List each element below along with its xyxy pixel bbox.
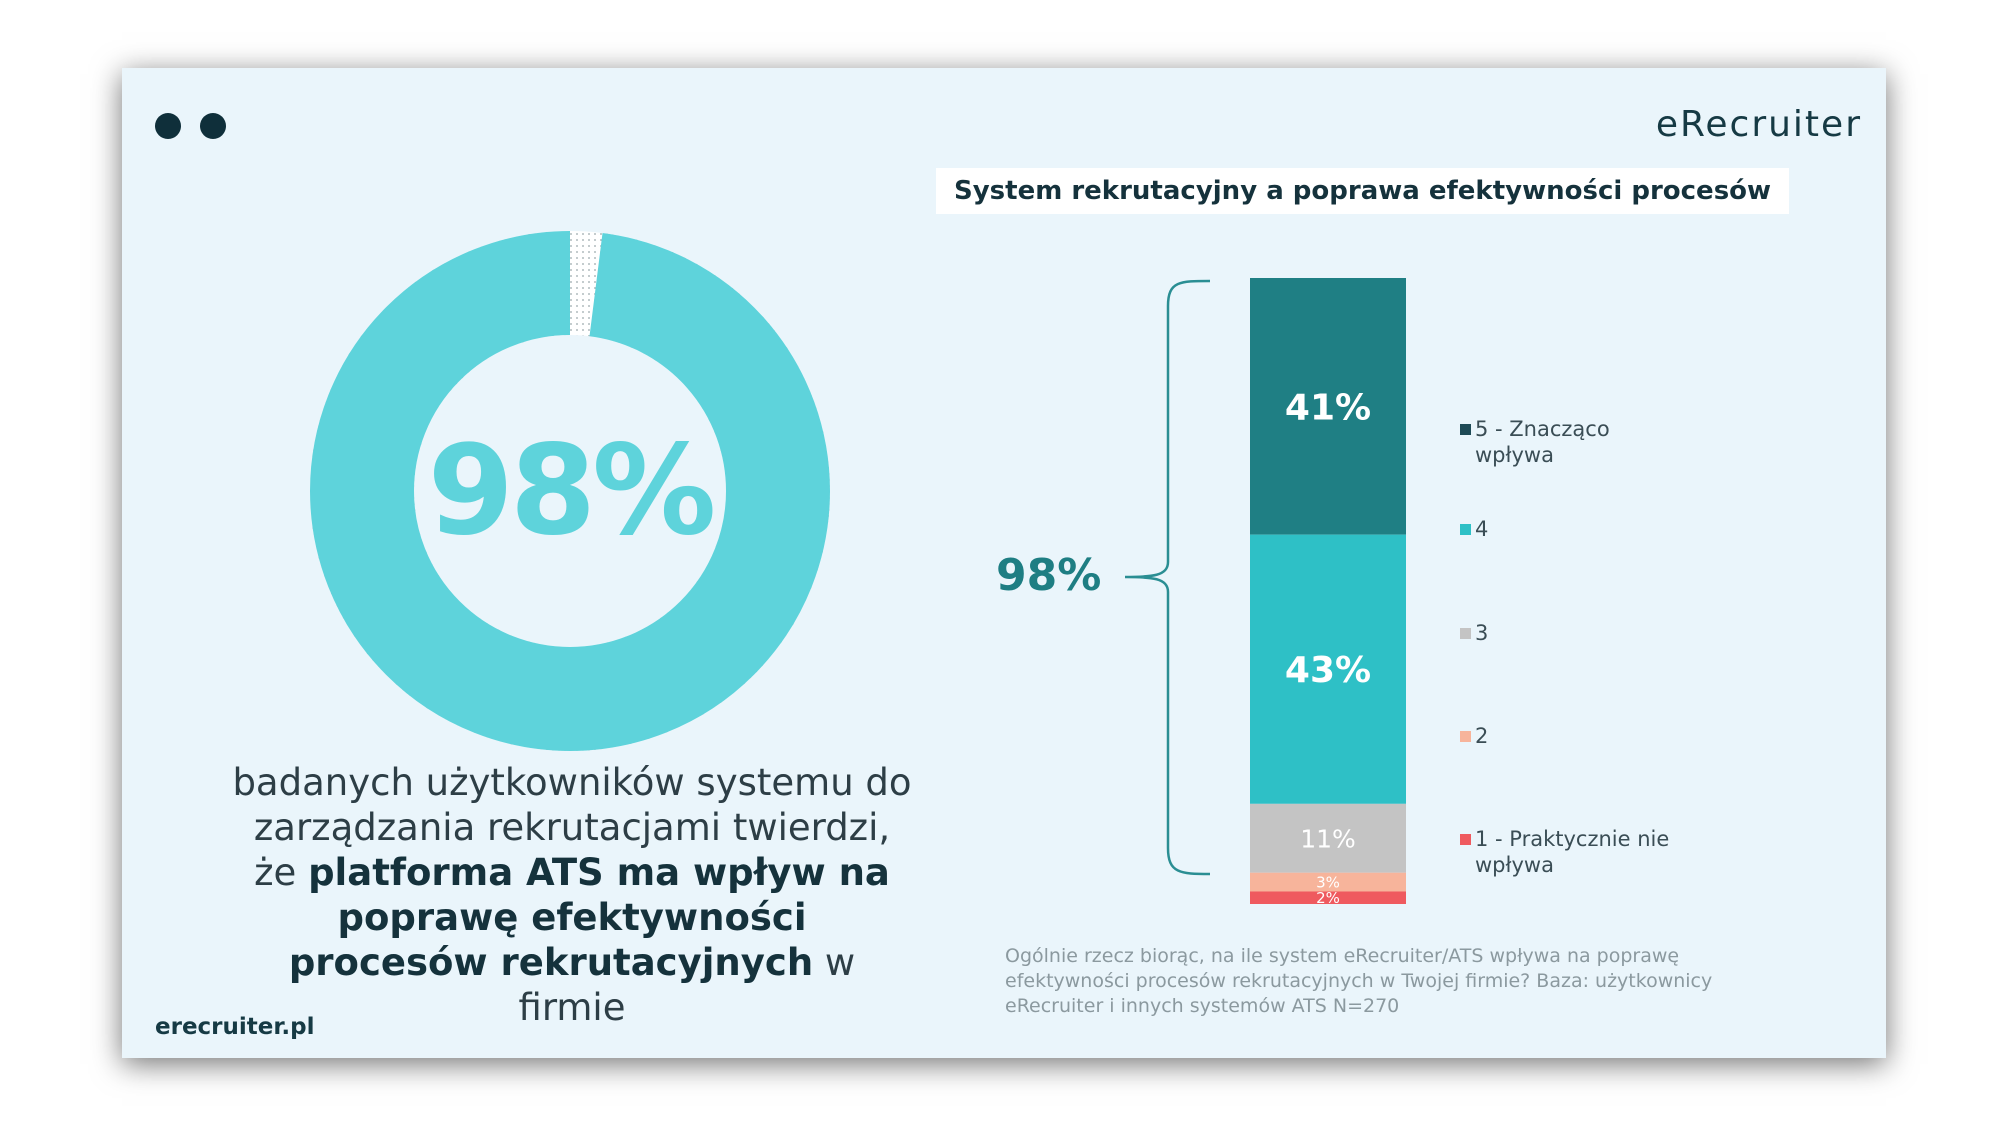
- donut-chart: 98%: [310, 231, 830, 751]
- legend-swatch-1: [1460, 834, 1471, 845]
- legend-label-2: 2: [1475, 724, 1489, 748]
- description-bold: platforma ATS ma wpływ na poprawę efekty…: [288, 851, 890, 984]
- bar-label-1: 2%: [1316, 889, 1340, 907]
- donut-value: 98%: [427, 419, 717, 563]
- bar-label-4: 43%: [1285, 650, 1371, 691]
- brace-label: 98%: [996, 550, 1102, 601]
- bar-segment-5: [1250, 278, 1406, 535]
- legend-item-1: 1 - Praktycznie nie wpływa: [1460, 826, 1695, 878]
- legend-label-4: 4: [1475, 517, 1489, 541]
- stacked-bar-chart: 41% 43% 11% 3%2%: [1124, 278, 1406, 907]
- bar-label-3: 11%: [1300, 824, 1356, 853]
- legend-label-3: 3: [1475, 621, 1489, 645]
- legend-swatch-3: [1460, 628, 1471, 639]
- footnote: Ogólnie rzecz biorąc, na ile system eRec…: [1005, 945, 1713, 1017]
- legend-swatch-2: [1460, 731, 1471, 742]
- legend-item-2: 2: [1460, 723, 1488, 749]
- legend-item-5: 5 - Znacząco wpływa: [1460, 416, 1625, 468]
- bar-label-2: 3%: [1316, 873, 1340, 891]
- description-part2: w firmie: [518, 941, 856, 1029]
- description-part1: badanych użytkowników systemu do zarządz…: [232, 761, 912, 894]
- legend-swatch-5: [1460, 424, 1471, 435]
- legend-label-5: 5 - Znacząco wpływa: [1475, 417, 1610, 467]
- slide: eRecruiter 98% badanych użytkowników sys…: [122, 68, 1886, 1058]
- brace: [1124, 279, 1211, 876]
- bar-segment-3: [1250, 803, 1406, 873]
- legend-item-4: 4: [1460, 516, 1488, 542]
- bar-segment-2: [1250, 872, 1406, 892]
- description: badanych użytkowników systemu do zarządz…: [232, 760, 912, 1030]
- bar-label-5: 41%: [1285, 387, 1371, 428]
- brand-logo: eRecruiter: [1655, 104, 1862, 145]
- slide-dot-1: [155, 113, 181, 139]
- donut-svg: [310, 231, 830, 751]
- legend-swatch-4: [1460, 524, 1471, 535]
- donut-arc: [310, 231, 830, 751]
- site-url: erecruiter.pl: [155, 1014, 315, 1040]
- slide-dot-2: [200, 113, 226, 139]
- legend-label-1: 1 - Praktycznie nie wpływa: [1475, 827, 1670, 877]
- bar-segment-1: [1250, 891, 1406, 904]
- chart-title: System rekrutacyjny a poprawa efektywnoś…: [936, 168, 1790, 214]
- bar-segment-4: [1250, 534, 1406, 804]
- legend-item-3: 3: [1460, 620, 1488, 646]
